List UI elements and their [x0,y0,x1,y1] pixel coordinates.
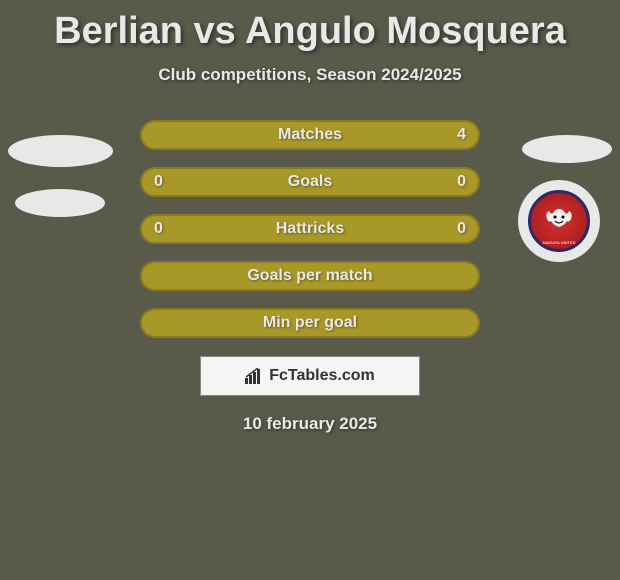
stat-left-value: 0 [154,173,163,191]
left-decorations [8,135,113,239]
badge-inner: MADURA UNITED [528,190,590,252]
left-ellipse-2 [15,189,105,217]
chart-icon [245,368,265,384]
stat-row-matches: Matches 4 [140,120,480,150]
stat-row-mpg: Min per goal [140,308,480,338]
stat-right-value: 4 [457,126,466,144]
stat-label: Min per goal [263,314,357,332]
stat-right-value: 0 [457,220,466,238]
bull-icon [539,201,579,241]
page-subtitle: Club competitions, Season 2024/2025 [0,65,620,85]
main-container: Berlian vs Angulo Mosquera Club competit… [0,0,620,434]
stat-label: Hattricks [276,220,344,238]
stat-row-goals: 0 Goals 0 [140,167,480,197]
badge-label: MADURA UNITED [542,240,575,245]
stat-label: Goals [288,173,332,191]
stat-row-gpm: Goals per match [140,261,480,291]
left-ellipse-1 [8,135,113,167]
team-badge: MADURA UNITED [518,180,600,262]
stat-row-hattricks: 0 Hattricks 0 [140,214,480,244]
stat-left-value: 0 [154,220,163,238]
stat-right-value: 0 [457,173,466,191]
page-title: Berlian vs Angulo Mosquera [0,10,620,53]
attr-label: FcTables.com [269,367,375,385]
content-area: MADURA UNITED Matches 4 0 Goals 0 0 Hatt… [0,120,620,434]
right-ellipse [522,135,612,163]
attribution-text: FcTables.com [245,367,375,385]
stat-label: Matches [278,126,342,144]
stat-label: Goals per match [247,267,372,285]
attribution-box: FcTables.com [200,356,420,396]
date-text: 10 february 2025 [0,414,620,434]
